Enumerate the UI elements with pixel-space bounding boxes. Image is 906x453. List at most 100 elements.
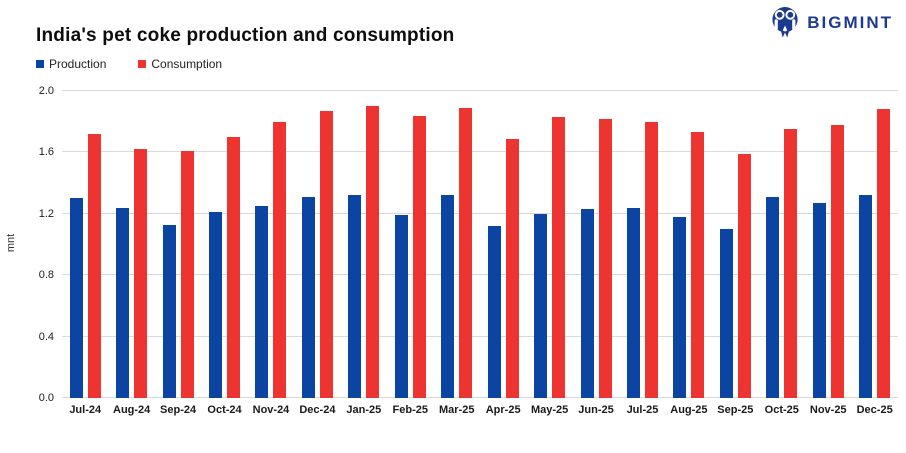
legend-label: Production: [49, 57, 107, 71]
bar-consumption: [737, 153, 751, 398]
bar-consumption: [830, 124, 844, 398]
bar-group-nov-24: [248, 91, 294, 398]
chart-title: India's pet coke production and consumpt…: [36, 25, 455, 46]
bar-production: [580, 209, 594, 398]
bar-production: [487, 226, 501, 398]
bar-consumption: [459, 107, 473, 398]
bar-group-jun-25: [573, 91, 619, 398]
x-tick-label: Dec-24: [299, 404, 336, 416]
bar-group-sep-25: [712, 91, 758, 398]
bar-group-mar-25: [434, 91, 480, 398]
bar-consumption: [134, 149, 148, 398]
y-tick-label: 2.0: [38, 85, 54, 97]
legend-item-consumption[interactable]: Consumption: [138, 57, 222, 71]
bigmint-logo-text: BIGMINT: [807, 12, 893, 32]
bar-consumption: [877, 109, 891, 398]
x-tick-label: Oct-24: [207, 404, 242, 416]
bar-production: [441, 195, 455, 398]
x-axis-tick-labels: Jul-24 Aug-24 Sep-24 Oct-24 Nov-24 Dec-24 Jan-…: [62, 404, 898, 416]
x-tick-label: Jul-25: [626, 404, 659, 416]
x-tick-label: Feb-25: [392, 404, 429, 416]
bar-production: [859, 195, 873, 398]
y-tick-label: 1.2: [38, 207, 54, 220]
bar-production: [69, 198, 83, 398]
bar-production: [301, 196, 315, 398]
gridline: [62, 151, 898, 153]
bar-consumption: [598, 118, 612, 398]
x-tick-label: Oct-25: [764, 404, 799, 416]
bar-consumption: [87, 133, 101, 398]
plot-area: [62, 90, 898, 398]
y-tick-label: 1.6: [38, 146, 54, 159]
bar-group-apr-25: [480, 91, 526, 398]
gridline: [62, 212, 898, 214]
bar-consumption: [691, 132, 705, 398]
legend-swatch-icon: [36, 60, 44, 68]
bar-group-feb-25: [387, 91, 433, 398]
chart-legend: Production Consumption: [36, 57, 222, 71]
bar-consumption: [319, 110, 333, 398]
bar-group-nov-25: [805, 91, 851, 398]
bar-production: [812, 203, 826, 398]
bar-group-dec-24: [294, 91, 340, 398]
bar-consumption: [180, 150, 194, 398]
y-tick-label: 0.0: [38, 392, 54, 404]
bar-group-jul-24: [62, 91, 108, 398]
bar-group-aug-24: [108, 91, 154, 398]
bar-production: [719, 229, 733, 398]
gridline: [62, 90, 898, 91]
bar-group-aug-25: [666, 91, 712, 398]
bar-consumption: [784, 129, 798, 398]
legend-swatch-icon: [138, 60, 147, 68]
bar-production: [255, 206, 269, 398]
bar-consumption: [505, 138, 519, 398]
bar-production: [626, 207, 640, 398]
bar-group-dec-25: [851, 91, 897, 398]
y-axis-title: mnt: [5, 233, 17, 253]
bigmint-logo: BIGMINT: [770, 6, 893, 39]
x-tick-label: Nov-24: [252, 404, 290, 416]
bar-consumption: [366, 106, 380, 398]
bar-group-jul-25: [619, 91, 665, 398]
gridline: [62, 274, 898, 276]
bar-production: [162, 224, 176, 398]
bar-production: [534, 213, 548, 398]
gridline: [62, 397, 898, 398]
bar-production: [209, 212, 223, 398]
y-tick-label: 0.4: [38, 330, 54, 343]
y-tick-label: 0.8: [38, 269, 54, 282]
bar-production: [348, 195, 362, 398]
x-tick-label: Nov-25: [809, 404, 847, 416]
bigmint-logo-icon: [770, 6, 800, 39]
bar-consumption: [552, 117, 566, 398]
bar-group-jan-25: [341, 91, 387, 398]
bar-consumption: [412, 115, 426, 398]
x-tick-label: Aug-25: [670, 404, 708, 416]
x-tick-label: Mar-25: [438, 404, 475, 416]
bar-production: [394, 215, 408, 398]
x-tick-label: Jul-24: [69, 404, 102, 416]
bar-consumption: [644, 121, 658, 398]
x-tick-label: Aug-24: [113, 404, 151, 416]
x-tick-label: May-25: [530, 404, 569, 416]
gridline: [62, 335, 898, 337]
legend-item-production[interactable]: Production: [36, 57, 106, 71]
bar-consumption: [227, 137, 241, 398]
x-tick-label: Sep-24: [160, 404, 197, 416]
x-tick-label: Jun-25: [578, 404, 614, 416]
x-tick-label: Dec-25: [856, 404, 893, 416]
bar-groups: [62, 91, 898, 398]
bar-group-sep-24: [155, 91, 201, 398]
bar-production: [766, 196, 780, 398]
bar-group-oct-24: [201, 91, 247, 398]
legend-label: Consumption: [151, 57, 223, 71]
bar-production: [116, 207, 130, 398]
x-tick-label: Apr-25: [485, 404, 521, 416]
bar-consumption: [273, 121, 287, 398]
x-tick-label: Sep-25: [717, 404, 754, 416]
bar-group-may-25: [526, 91, 572, 398]
bar-group-oct-25: [759, 91, 805, 398]
x-tick-label: Jan-25: [346, 404, 382, 416]
bar-production: [673, 216, 687, 398]
